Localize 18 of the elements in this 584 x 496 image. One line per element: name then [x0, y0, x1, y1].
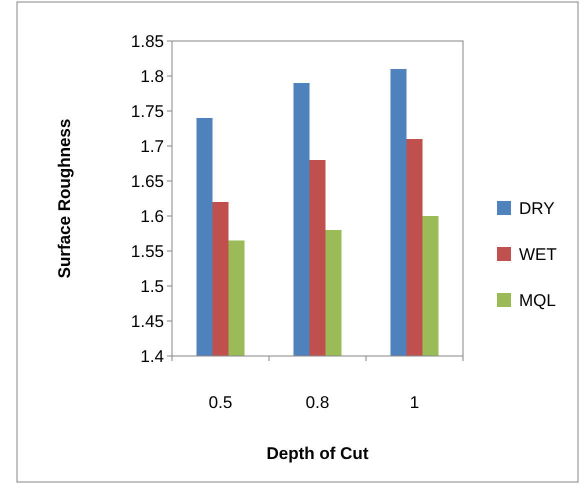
legend-label: MQL [519, 290, 556, 310]
y-tick-label: 1.5 [140, 276, 164, 296]
y-tick-label: 1.85 [130, 32, 164, 51]
y-tick-label: 1.4 [140, 346, 164, 366]
y-tick-label: 1.75 [130, 102, 164, 121]
y-tick-label: 1.55 [130, 242, 164, 261]
legend-label: DRY [519, 198, 555, 218]
y-axis-title: Surface Roughness [55, 118, 74, 278]
x-tick-label: 0.8 [306, 393, 330, 412]
x-axis-title: Depth of Cut [266, 444, 369, 463]
y-tick-label: 1.45 [130, 312, 164, 331]
y-tick-label: 1.8 [140, 66, 164, 86]
y-tick-label: 1.6 [140, 206, 164, 226]
y-tick-label: 1.7 [140, 136, 164, 156]
x-tick-label: 1 [410, 393, 420, 412]
legend-label: WET [519, 244, 557, 264]
x-tick-label: 0.5 [208, 393, 232, 412]
y-tick-label: 1.65 [130, 172, 164, 191]
